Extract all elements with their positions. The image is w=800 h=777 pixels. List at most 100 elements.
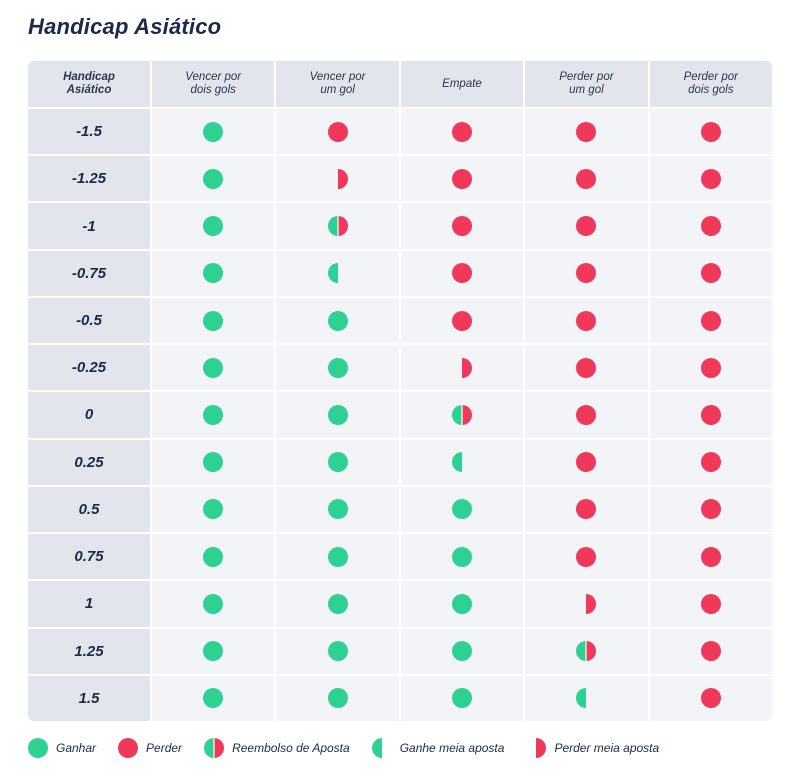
row-label: 1.25 (28, 628, 150, 674)
lose-icon (700, 688, 721, 709)
result-cell (525, 675, 648, 721)
result-cell (649, 250, 772, 296)
page-title: Handicap Asiático (28, 14, 222, 39)
lose-icon (576, 216, 597, 237)
result-cell (276, 156, 399, 202)
result-cell (152, 109, 275, 155)
lose-icon (700, 263, 721, 284)
lose-icon (327, 121, 348, 142)
lose-icon (576, 546, 597, 567)
result-cell (400, 203, 524, 249)
result-cell (525, 581, 648, 627)
result-cell (525, 109, 648, 155)
legend-item-win: Ganhar (28, 738, 96, 758)
result-cell (525, 156, 648, 202)
result-cell (152, 486, 275, 533)
lose-icon (700, 546, 721, 567)
result-cell (276, 392, 399, 438)
win-icon (451, 593, 472, 614)
header-col-3: Empate (400, 61, 524, 107)
win-icon (203, 641, 224, 662)
legend-item-refund: Reembolso de Aposta (204, 738, 350, 758)
result-cell (525, 297, 648, 344)
result-cell (152, 250, 275, 296)
lose-icon (576, 404, 597, 425)
result-cell (276, 439, 399, 485)
result-cell (152, 345, 275, 391)
win-icon (327, 593, 348, 614)
half-win-icon (327, 263, 338, 284)
win-icon (203, 593, 224, 614)
result-cell (525, 439, 648, 485)
result-cell (400, 628, 524, 674)
result-cell (400, 581, 524, 627)
result-cell (649, 628, 772, 674)
result-cell (276, 581, 399, 627)
legend-item-half-win: Ganhe meia aposta (371, 738, 505, 758)
result-cell (276, 628, 399, 674)
header-col-5: Perder por dois gols (649, 61, 772, 107)
legend: Ganhar Perder Reembolso de Aposta Ganhe mei… (28, 736, 772, 760)
result-cell (152, 439, 275, 485)
lose-icon (700, 357, 721, 378)
refund-icon (327, 216, 348, 237)
row-label: -1.5 (28, 109, 150, 155)
result-cell (400, 297, 524, 344)
result-cell (400, 250, 524, 296)
lose-icon (576, 499, 597, 520)
result-cell (276, 109, 399, 155)
win-icon (327, 404, 348, 425)
result-cell (152, 297, 275, 344)
legend-label: Ganhe meia aposta (399, 741, 505, 755)
result-cell (649, 675, 772, 721)
result-cell (276, 675, 399, 721)
row-label: 1 (28, 581, 150, 627)
lose-icon (700, 121, 721, 142)
refund-icon (576, 641, 597, 662)
result-cell (152, 392, 275, 438)
legend-label: Perder meia aposta (554, 741, 660, 755)
header-handicap: Handicap Asiático (28, 61, 150, 107)
result-cell (649, 109, 772, 155)
win-icon (327, 452, 348, 473)
result-cell (525, 392, 648, 438)
row-label: -1 (28, 203, 150, 249)
legend-item-lose: Perder (118, 738, 182, 758)
lose-icon (700, 641, 721, 662)
result-cell (152, 581, 275, 627)
result-cell (152, 675, 275, 721)
result-cell (649, 439, 772, 485)
row-label: -0.5 (28, 297, 150, 344)
result-cell (400, 109, 524, 155)
half-win-icon (371, 738, 382, 758)
lose-icon (451, 216, 472, 237)
lose-icon (576, 452, 597, 473)
result-cell (400, 534, 524, 580)
win-icon (203, 168, 224, 189)
lose-icon (576, 310, 597, 331)
legend-label: Ganhar (56, 741, 97, 755)
handicap-table: Handicap Asiático Vencer por dois gols V… (28, 61, 772, 721)
lose-icon (700, 452, 721, 473)
result-cell (276, 486, 399, 533)
row-label: 0.25 (28, 439, 150, 485)
win-icon (203, 263, 224, 284)
result-cell (152, 628, 275, 674)
result-cell (525, 250, 648, 296)
lose-icon (700, 404, 721, 425)
result-cell (525, 534, 648, 580)
row-label: -0.75 (28, 250, 150, 296)
win-icon (327, 641, 348, 662)
result-cell (400, 675, 524, 721)
win-icon (203, 546, 224, 567)
win-icon (203, 357, 224, 378)
row-label: -0.25 (28, 345, 150, 391)
result-cell (400, 439, 524, 485)
result-cell (152, 156, 275, 202)
result-cell (400, 486, 524, 533)
result-cell (400, 156, 524, 202)
result-cell (276, 534, 399, 580)
result-cell (276, 203, 399, 249)
result-cell (276, 250, 399, 296)
lose-icon (700, 593, 721, 614)
